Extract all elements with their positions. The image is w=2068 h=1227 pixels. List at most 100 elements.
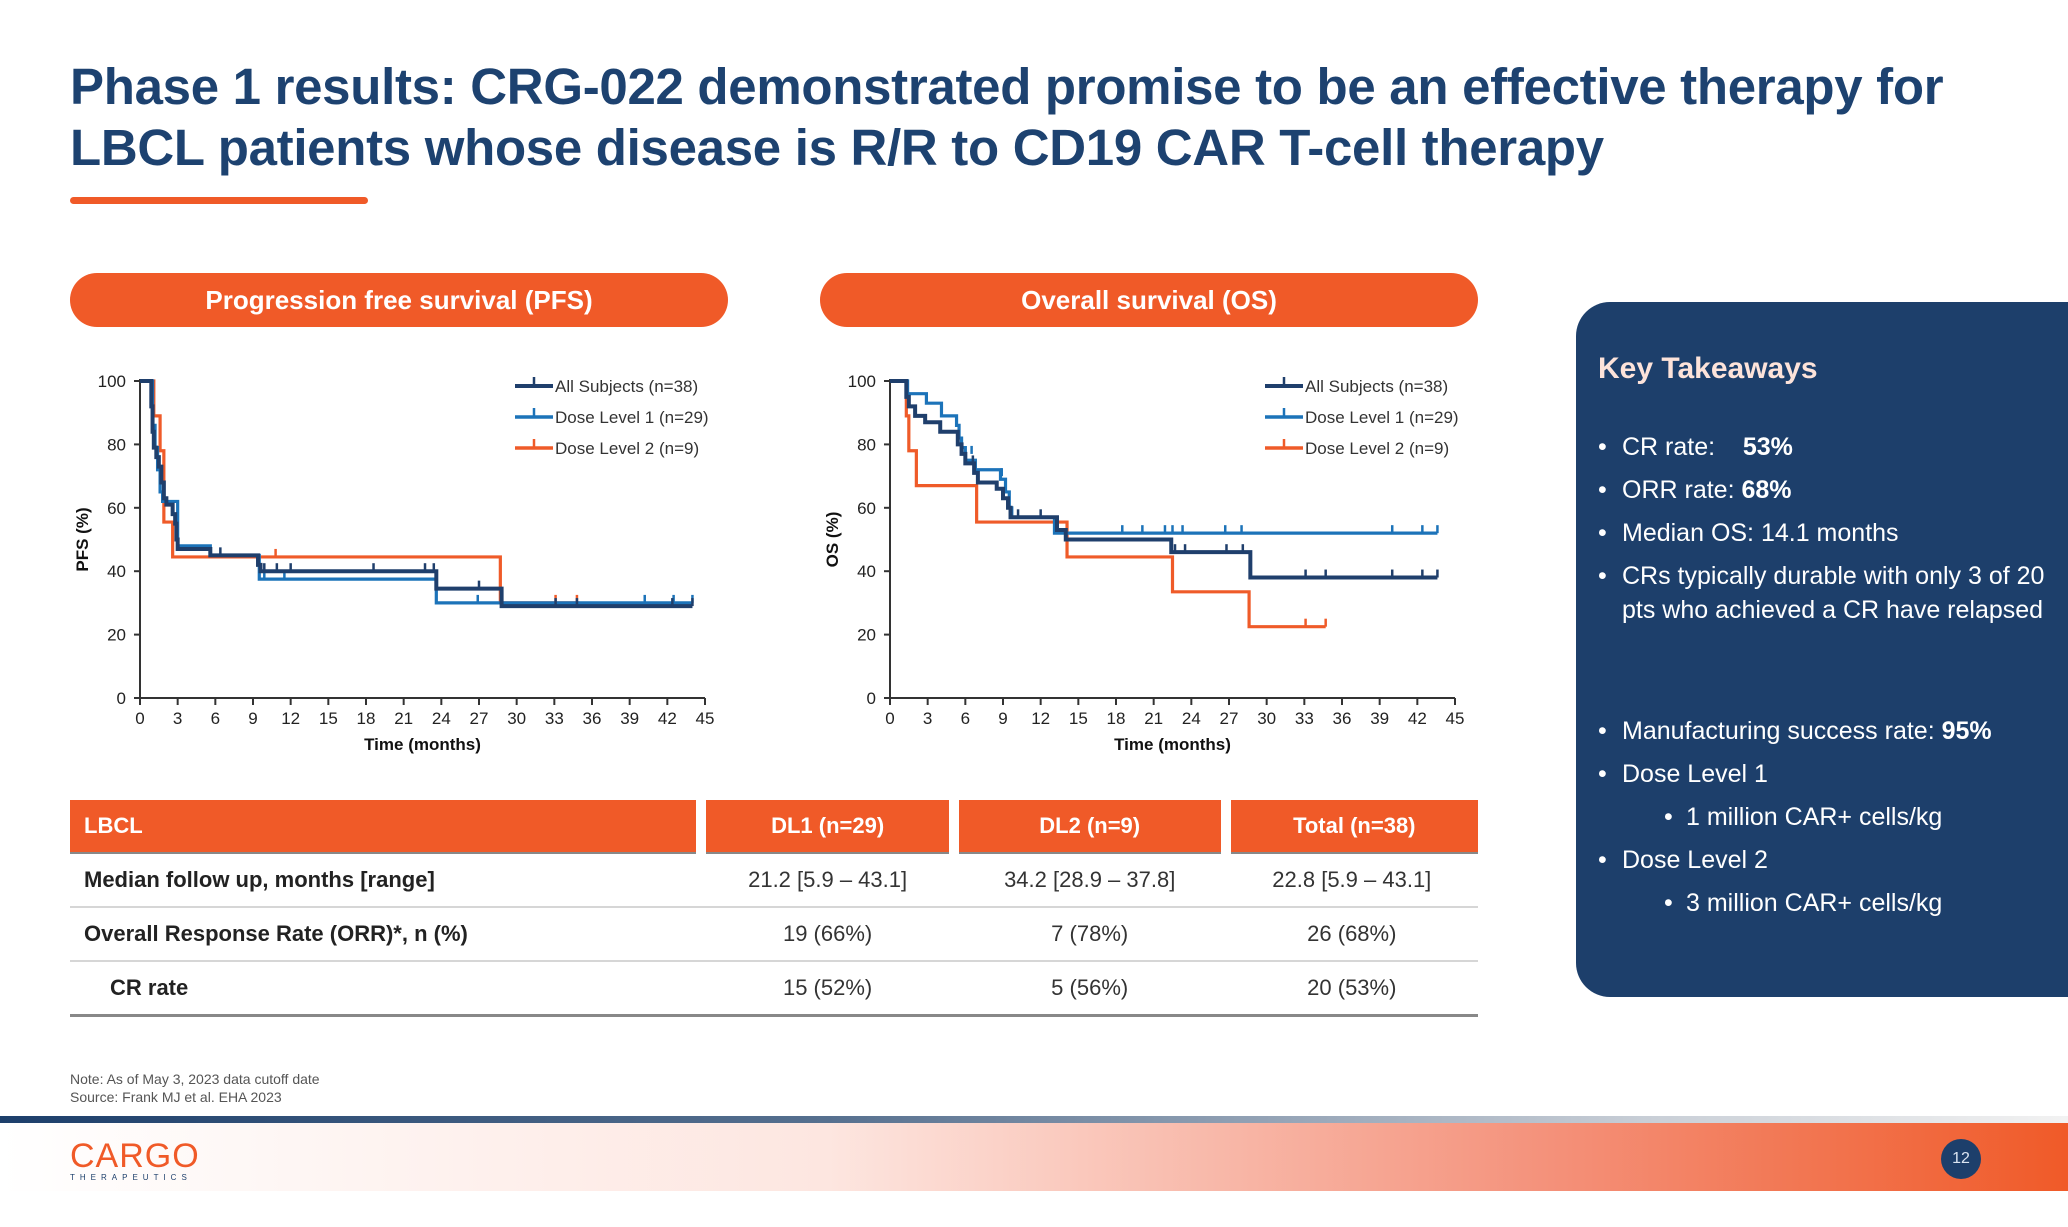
note-text: Note: As of May 3, 2023 data cutoff date [70, 1071, 320, 1087]
takeaway-label: Dose Level 1 [1622, 760, 1768, 788]
footnotes: Note: As of May 3, 2023 data cutoff date… [70, 1070, 320, 1106]
y-tick-label: 40 [857, 562, 876, 581]
cell: 34.2 [28.9 – 37.8] [953, 853, 1226, 908]
x-tick-label: 42 [1408, 709, 1427, 728]
y-axis-title: OS (%) [823, 512, 842, 568]
takeaway-value: 68% [1734, 476, 1792, 504]
takeaway-value: 95% [1934, 717, 1992, 745]
takeaway-label: ORR rate: [1622, 476, 1735, 504]
takeaway-label: 1 million CAR+ cells/kg [1686, 803, 1943, 831]
legend-label: All Subjects (n=38) [555, 377, 698, 396]
x-tick-label: 9 [248, 709, 257, 728]
x-tick-label: 6 [961, 709, 970, 728]
x-tick-label: 36 [1333, 709, 1352, 728]
os-section-header: Overall survival (OS) [820, 273, 1478, 327]
y-tick-label: 0 [867, 689, 876, 708]
x-tick-label: 18 [357, 709, 376, 728]
x-tick-label: 15 [1069, 709, 1088, 728]
table-row: Median follow up, months [range] 21.2 [5… [70, 853, 1478, 908]
x-tick-label: 12 [1031, 709, 1050, 728]
legend-label: Dose Level 1 (n=29) [555, 408, 709, 427]
y-tick-label: 40 [107, 562, 126, 581]
legend-label: Dose Level 2 (n=9) [555, 439, 699, 458]
takeaway-label: Median OS: 14.1 months [1622, 519, 1899, 547]
table-header-row: LBCL DL1 (n=29) DL2 (n=9) Total (n=38) [70, 800, 1478, 853]
x-tick-label: 30 [507, 709, 526, 728]
y-tick-label: 0 [117, 689, 126, 708]
y-tick-label: 80 [857, 435, 876, 454]
x-tick-label: 30 [1257, 709, 1276, 728]
takeaway-label: CR rate: [1622, 433, 1716, 461]
x-tick-label: 27 [470, 709, 489, 728]
pfs-section-header: Progression free survival (PFS) [70, 273, 728, 327]
x-tick-label: 3 [173, 709, 182, 728]
takeaway-label: Dose Level 2 [1622, 846, 1768, 874]
y-tick-label: 60 [107, 499, 126, 518]
takeaway-label: Manufacturing success rate: [1622, 717, 1935, 745]
logo-wordmark: CARGO [70, 1137, 200, 1175]
table-header-lbcl: LBCL [70, 800, 702, 853]
x-tick-label: 9 [998, 709, 1007, 728]
takeaway-item: Dose Level 1 [1596, 757, 2056, 791]
x-tick-label: 45 [1446, 709, 1465, 728]
x-tick-label: 27 [1220, 709, 1239, 728]
km-curve-dose-level-2 [890, 379, 1326, 629]
legend-label: Dose Level 1 (n=29) [1305, 408, 1459, 427]
cell: 7 (78%) [953, 907, 1226, 962]
row-label: Median follow up, months [range] [70, 853, 702, 908]
km-curve-all-subjects [890, 379, 1438, 580]
takeaways-list-2: Manufacturing success rate: 95% Dose Leve… [1596, 714, 2056, 929]
cell: 19 (66%) [701, 907, 954, 962]
x-axis-title: Time (months) [1114, 735, 1231, 754]
x-tick-label: 45 [696, 709, 715, 728]
y-tick-label: 80 [107, 435, 126, 454]
key-takeaways-panel: Key Takeaways CR rate: 53% ORR rate: 68% M… [1576, 302, 2068, 997]
x-tick-label: 39 [620, 709, 639, 728]
x-tick-label: 0 [135, 709, 144, 728]
x-tick-label: 21 [1144, 709, 1163, 728]
source-text: Source: Frank MJ et al. EHA 2023 [70, 1089, 282, 1105]
takeaway-item: Median OS: 14.1 months [1596, 516, 2056, 550]
table-header-total: Total (n=38) [1220, 800, 1478, 853]
takeaway-item: 1 million CAR+ cells/kg [1596, 800, 2056, 834]
legend-label: All Subjects (n=38) [1305, 377, 1448, 396]
takeaway-label: CRs typically durable with only 3 of 20 … [1622, 562, 2045, 624]
results-table: LBCL DL1 (n=29) DL2 (n=9) Total (n=38) M… [70, 800, 1478, 1017]
cell: 21.2 [5.9 – 43.1] [701, 853, 954, 908]
takeaway-item: ORR rate: 68% [1596, 473, 2056, 507]
table-header-dl2: DL2 (n=9) [948, 800, 1226, 853]
takeaways-list: CR rate: 53% ORR rate: 68% Median OS: 14.1… [1596, 430, 2056, 636]
y-tick-label: 100 [848, 372, 876, 391]
row-label: Overall Response Rate (ORR)*, n (%) [70, 907, 702, 962]
cell: 20 (53%) [1225, 961, 1478, 1017]
km-curve-all-subjects [140, 379, 693, 609]
y-tick-label: 100 [98, 372, 126, 391]
cell: 22.8 [5.9 – 43.1] [1225, 853, 1478, 908]
footer-band [0, 1123, 2068, 1191]
x-tick-label: 39 [1370, 709, 1389, 728]
page-number: 12 [1941, 1139, 1981, 1179]
x-tick-label: 33 [545, 709, 564, 728]
x-tick-label: 24 [432, 709, 451, 728]
x-axis-title: Time (months) [364, 735, 481, 754]
takeaway-value: 53% [1715, 433, 1793, 461]
takeaway-item: Dose Level 2 [1596, 843, 2056, 877]
takeaway-label: 3 million CAR+ cells/kg [1686, 889, 1943, 917]
takeaway-item: 3 million CAR+ cells/kg [1596, 886, 2056, 920]
cell: 26 (68%) [1225, 907, 1478, 962]
x-tick-label: 42 [658, 709, 677, 728]
x-tick-label: 24 [1182, 709, 1201, 728]
takeaway-item: Manufacturing success rate: 95% [1596, 714, 2056, 748]
row-label: CR rate [70, 961, 702, 1017]
y-tick-label: 20 [107, 626, 126, 645]
x-tick-label: 18 [1107, 709, 1126, 728]
key-takeaways-title: Key Takeaways [1598, 352, 1818, 385]
takeaway-item: CR rate: 53% [1596, 430, 2056, 464]
cell: 5 (56%) [953, 961, 1226, 1017]
table-header-dl1: DL1 (n=29) [696, 800, 954, 853]
cell: 15 (52%) [701, 961, 954, 1017]
footer-divider [0, 1116, 2068, 1123]
y-axis-title: PFS (%) [73, 507, 92, 571]
